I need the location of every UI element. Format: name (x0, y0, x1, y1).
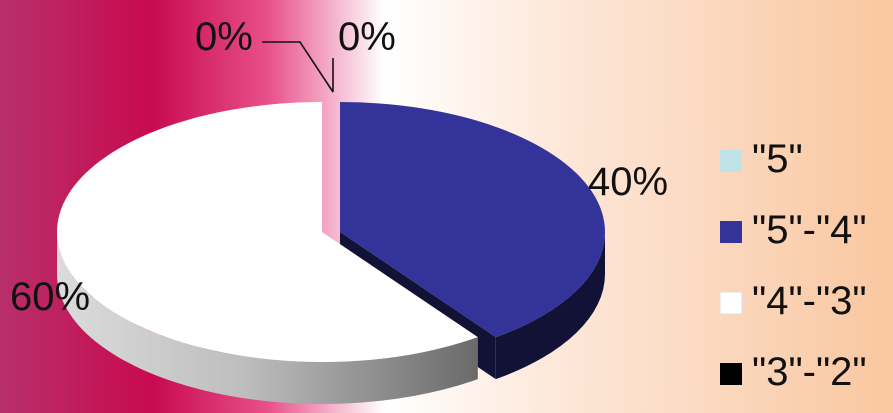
legend-swatch (720, 363, 742, 385)
legend-label: "5"-"4" (752, 208, 867, 252)
legend: "5" "5"-"4" "4"-"3" "3"-"2" (719, 137, 867, 394)
pie-slice-1 (340, 102, 606, 338)
legend-swatch (720, 221, 742, 243)
data-label-layer: 0% 40% 60% 0% (10, 15, 668, 319)
pie-slice-2 (56, 102, 478, 362)
legend-label: "4"-"3" (752, 279, 867, 323)
data-label: 0% (338, 15, 396, 59)
pie-slice-side (57, 232, 478, 404)
legend-swatch (719, 291, 743, 315)
pie-slice-side (495, 232, 605, 380)
pie-layer (56, 102, 606, 404)
data-label: 40% (588, 160, 668, 204)
legend-swatch (720, 150, 742, 172)
legend-label: "3"-"2" (752, 350, 867, 394)
data-label: 0% (195, 15, 253, 59)
data-label: 60% (10, 275, 90, 319)
leader-line (262, 41, 334, 93)
legend-label: "5" (752, 137, 803, 181)
